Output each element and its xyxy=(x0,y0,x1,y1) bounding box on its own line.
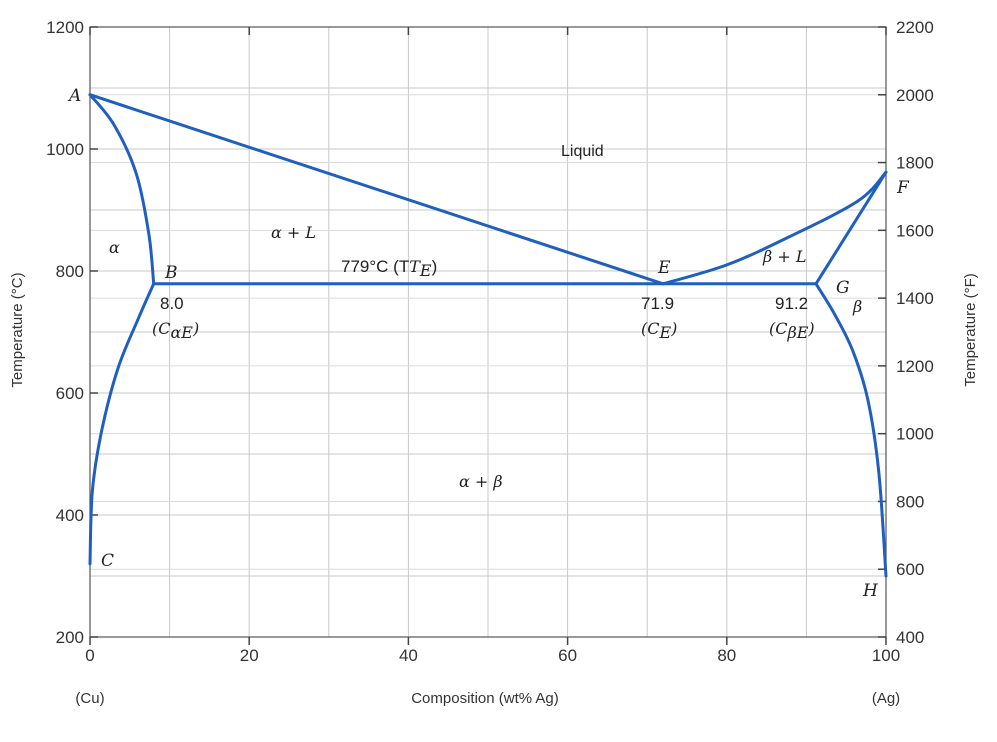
x-tick-label: 0 xyxy=(85,646,94,665)
point-a-label: A xyxy=(67,86,81,106)
boundary-liquidus-alpha xyxy=(88,93,665,286)
y-tick-label: 200 xyxy=(56,628,84,647)
y-tick-label-right: 2000 xyxy=(896,86,934,105)
y-tick-label-right: 1400 xyxy=(896,289,934,308)
point-b-label: B xyxy=(164,263,178,283)
point-e-label: E xyxy=(657,258,671,278)
region-alpha-label: α xyxy=(109,238,120,257)
y-tick-label: 600 xyxy=(56,384,84,403)
point-g-label: G xyxy=(836,278,850,298)
boundary-solvus-beta xyxy=(814,282,888,578)
x-tick-label: 40 xyxy=(399,646,418,665)
g-composition-value: 91.2 xyxy=(775,294,808,313)
grid xyxy=(90,27,886,637)
boundary-liquidus-beta xyxy=(661,170,888,286)
region-beta-label: β xyxy=(852,297,862,316)
region-beta-plus-liquid-label: β + L xyxy=(762,247,806,266)
b-composition-symbol: (CαE) xyxy=(152,319,199,342)
point-f-label: F xyxy=(896,178,910,198)
b-composition-value: 8.0 xyxy=(160,294,184,313)
y-tick-label-right: 400 xyxy=(896,628,924,647)
y-tick-label: 800 xyxy=(56,262,84,281)
e-composition-symbol: (CE) xyxy=(641,319,677,342)
region-liquid-label: Liquid xyxy=(561,143,604,160)
x-tick-label: 20 xyxy=(240,646,259,665)
boundary-solidus-alpha xyxy=(88,93,156,286)
x-axis-title: Composition (wt% Ag) xyxy=(411,690,559,707)
boundary-solvus-alpha xyxy=(88,282,156,566)
region-alpha-plus-beta-label: α + β xyxy=(459,472,503,491)
region-alpha-plus-liquid-label: α + L xyxy=(271,223,316,242)
point-h-label: H xyxy=(862,581,879,601)
y-tick-label-right: 1000 xyxy=(896,425,934,444)
x-tick-label: 100 xyxy=(872,646,900,665)
x-tick-label: 60 xyxy=(558,646,577,665)
y-axis-title-left: Temperature (°C) xyxy=(9,272,26,387)
y-tick-label-right: 1600 xyxy=(896,221,934,240)
y-tick-label-right: 2200 xyxy=(896,18,934,37)
x-end-label-right: (Ag) xyxy=(872,690,900,707)
axis-ticks: 0 20 40 60 80 100 200 400 600 800 1000 1200 400 600 80… xyxy=(46,18,934,665)
plot-frame xyxy=(89,26,887,638)
phase-boundaries xyxy=(88,93,888,578)
y-tick-label-right: 1200 xyxy=(896,357,934,376)
point-c-label: C xyxy=(101,551,114,571)
eutectic-temperature-label: 779°C (TTE) xyxy=(341,257,437,280)
x-end-label-left: (Cu) xyxy=(75,690,104,707)
y-tick-label: 1200 xyxy=(46,18,84,37)
y-tick-label: 400 xyxy=(56,506,84,525)
g-composition-symbol: (CβE) xyxy=(769,319,815,342)
boundary-solidus-beta xyxy=(814,170,888,286)
y-tick-label: 1000 xyxy=(46,140,84,159)
y-axis-title-right: Temperature (°F) xyxy=(962,273,979,387)
e-composition-value: 71.9 xyxy=(641,294,674,313)
y-tick-label-right: 1800 xyxy=(896,154,934,173)
x-tick-label: 80 xyxy=(717,646,736,665)
y-tick-label-right: 600 xyxy=(896,560,924,579)
y-tick-label-right: 800 xyxy=(896,492,924,511)
